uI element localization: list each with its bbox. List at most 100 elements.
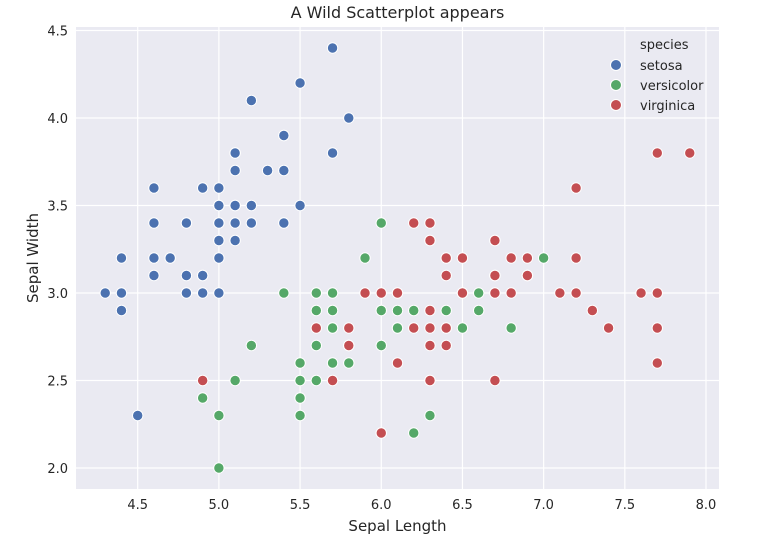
point-setosa — [180, 287, 193, 299]
point-virginica — [651, 287, 663, 299]
point-virginica — [440, 252, 452, 264]
point-versicolor — [456, 322, 469, 334]
x-axis-label: Sepal Length — [348, 517, 446, 535]
point-virginica — [391, 287, 404, 299]
point-setosa — [326, 42, 339, 54]
point-virginica — [521, 269, 534, 282]
point-virginica — [391, 357, 404, 369]
y-axis-label: Sepal Width — [24, 213, 42, 303]
point-setosa — [213, 217, 225, 229]
point-virginica — [570, 252, 582, 264]
point-virginica — [586, 304, 599, 317]
point-setosa — [164, 252, 176, 264]
x-tick-label: 7.5 — [614, 498, 635, 513]
point-setosa — [148, 269, 160, 282]
legend-marker-versicolor — [610, 79, 622, 91]
point-versicolor — [310, 374, 323, 387]
point-setosa — [148, 217, 160, 229]
legend-label-setosa: setosa — [640, 59, 683, 74]
x-tick-label: 6.5 — [452, 498, 473, 513]
point-setosa — [245, 217, 258, 229]
point-virginica — [651, 322, 663, 334]
point-virginica — [424, 217, 436, 229]
point-setosa — [213, 199, 225, 212]
point-versicolor — [294, 409, 306, 422]
point-virginica — [651, 357, 663, 369]
point-versicolor — [294, 357, 306, 369]
point-versicolor — [213, 462, 225, 474]
point-setosa — [99, 287, 111, 299]
point-versicolor — [391, 322, 404, 334]
point-setosa — [213, 182, 225, 194]
point-setosa — [180, 269, 193, 282]
point-versicolor — [213, 409, 225, 422]
point-versicolor — [294, 374, 306, 387]
y-tick-label: 3.5 — [47, 200, 68, 215]
point-virginica — [570, 287, 582, 299]
point-virginica — [408, 217, 420, 229]
point-versicolor — [408, 304, 420, 317]
point-virginica — [570, 182, 582, 194]
point-setosa — [326, 147, 339, 159]
legend: species setosa versicolor virginica — [610, 38, 704, 114]
point-virginica — [505, 287, 517, 299]
x-tick-label: 7.0 — [533, 498, 554, 513]
point-virginica — [424, 234, 436, 247]
point-setosa — [196, 269, 209, 282]
point-setosa — [148, 182, 160, 194]
point-versicolor — [310, 339, 323, 352]
point-virginica — [684, 147, 696, 159]
x-tick-label: 5.0 — [209, 498, 230, 513]
point-virginica — [440, 322, 452, 334]
point-virginica — [456, 252, 469, 264]
point-setosa — [261, 164, 274, 177]
point-versicolor — [505, 322, 517, 334]
point-virginica — [440, 339, 452, 352]
point-versicolor — [196, 392, 209, 404]
point-virginica — [489, 269, 501, 282]
y-tick-label: 4.0 — [47, 112, 68, 127]
point-virginica — [505, 252, 517, 264]
point-virginica — [424, 322, 436, 334]
point-virginica — [489, 374, 501, 387]
point-virginica — [359, 287, 371, 299]
point-versicolor — [424, 409, 436, 422]
y-tick-label: 2.0 — [47, 462, 68, 477]
x-tick-label: 5.5 — [290, 498, 311, 513]
point-virginica — [310, 322, 323, 334]
point-setosa — [278, 217, 290, 229]
x-tick-label: 6.0 — [371, 498, 392, 513]
point-versicolor — [359, 252, 371, 264]
point-versicolor — [343, 357, 355, 369]
chart-title: A Wild Scatterplot appears — [291, 3, 505, 22]
legend-label-virginica: virginica — [640, 99, 695, 114]
point-versicolor — [375, 217, 387, 229]
point-setosa — [213, 252, 225, 264]
point-versicolor — [472, 287, 485, 299]
point-setosa — [278, 129, 290, 142]
point-versicolor — [326, 322, 339, 334]
point-virginica — [489, 287, 501, 299]
point-virginica — [326, 374, 339, 387]
point-virginica — [554, 287, 566, 299]
y-tick-label: 4.5 — [47, 25, 68, 40]
point-virginica — [424, 339, 436, 352]
point-setosa — [245, 94, 258, 107]
point-versicolor — [310, 304, 323, 317]
legend-label-versicolor: versicolor — [640, 79, 704, 94]
legend-marker-setosa — [610, 59, 622, 71]
point-virginica — [521, 252, 534, 264]
point-virginica — [635, 287, 647, 299]
point-versicolor — [278, 287, 290, 299]
point-versicolor — [294, 392, 306, 404]
point-setosa — [245, 199, 258, 212]
point-versicolor — [472, 304, 485, 317]
x-tick-labels: 4.5 5.0 5.5 6.0 6.5 7.0 7.5 8.0 — [127, 498, 716, 513]
point-virginica — [489, 234, 501, 247]
point-virginica — [456, 287, 469, 299]
point-versicolor — [245, 339, 258, 352]
point-virginica — [408, 322, 420, 334]
point-setosa — [343, 112, 355, 124]
y-tick-label: 3.0 — [47, 287, 68, 302]
point-setosa — [213, 234, 225, 247]
